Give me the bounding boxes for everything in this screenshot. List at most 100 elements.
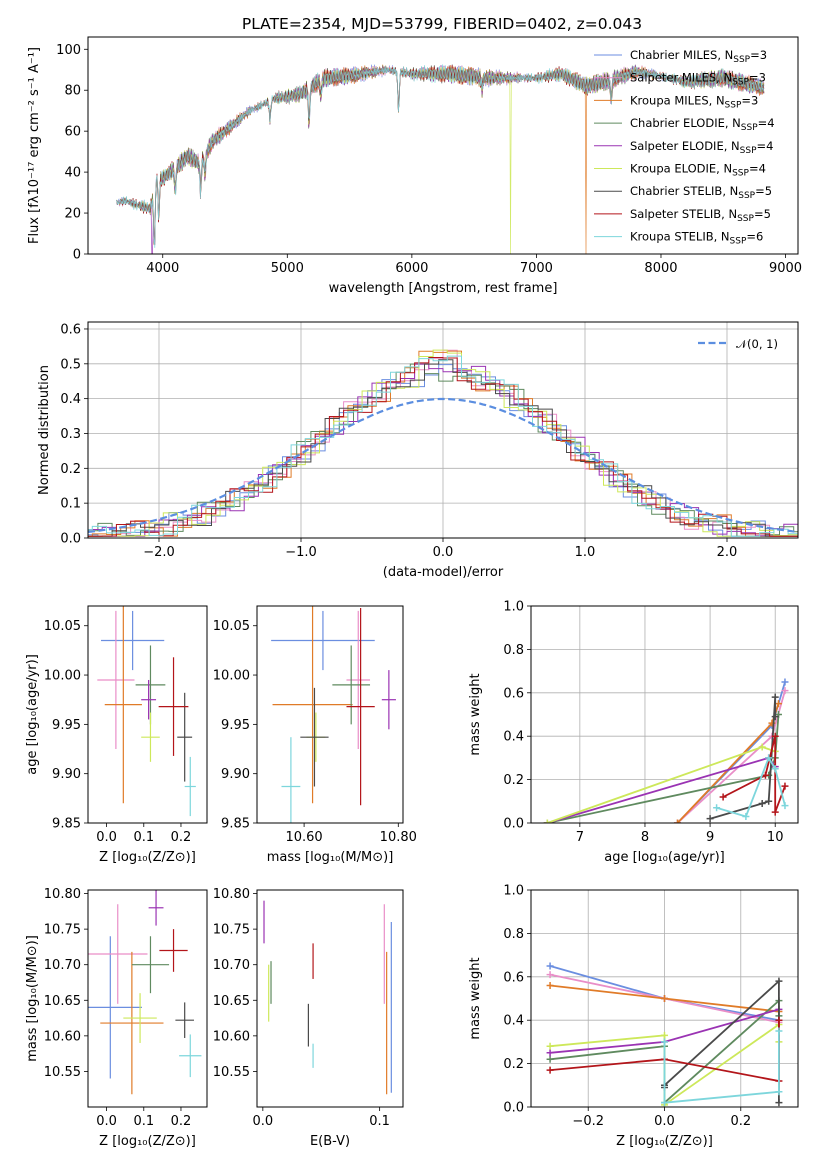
legend-suffix: =3 [749, 71, 766, 85]
mass-weight-point [661, 1099, 668, 1107]
y-tick-label: 10.00 [213, 669, 250, 684]
y-tick-label: 0.0 [503, 1101, 524, 1116]
x-tick-label: 0.1 [133, 830, 154, 845]
y-tick-label: 0.1 [60, 497, 81, 512]
y-tick-label: 0 [73, 248, 81, 263]
x-tick-label: 2.0 [717, 545, 738, 560]
axes-frame [87, 889, 208, 1108]
plot-area [116, 64, 765, 254]
y-axis-label: mass weight [468, 957, 483, 1039]
y-tick-label: 10.70 [213, 958, 250, 973]
x-tick-label: 0.0 [654, 1114, 675, 1129]
axes-frame [530, 605, 799, 824]
mass-weight-point [781, 687, 789, 695]
y-tick-label: 0.8 [503, 643, 524, 658]
x-tick-label: 4000 [146, 261, 179, 276]
legend-suffix: =4 [757, 139, 774, 153]
legend-label: Salpeter ELODIE, NSSP=4 [630, 139, 773, 156]
legend-label: Salpeter STELIB, NSSP=5 [630, 207, 771, 224]
plot-area [543, 678, 789, 823]
mass-weight-point [758, 743, 766, 751]
axes-frame [87, 605, 208, 824]
y-tick-label: 10.55 [44, 1065, 81, 1080]
legend-subscript: SSP [740, 146, 757, 156]
figure-title: PLATE=2354, MJD=53799, FIBERID=0402, z=0… [242, 15, 642, 33]
panel-mass-weight-vs-age: 7 8 9 10 0.0 0.2 0.4 0.6 0.8 1.0 age [log₁₀(age/yr… [468, 600, 799, 865]
legend-suffix: =4 [749, 162, 766, 176]
x-tick-label: 8000 [644, 261, 677, 276]
y-tick-label: 0.3 [60, 427, 81, 442]
x-axis-label: age [log₁₀(age/yr)] [604, 850, 725, 865]
mass-weight-point [781, 678, 789, 686]
y-axis-label: mass weight [468, 673, 483, 755]
x-tick-label: 10 [767, 830, 784, 845]
legend-subscript: SSP [738, 191, 755, 201]
plot-area [88, 890, 202, 1095]
y-tick-label: 60 [64, 125, 81, 140]
plot-area [271, 606, 396, 823]
x-tick-label: 0.2 [171, 830, 192, 845]
mass-weight-point [775, 1088, 783, 1096]
y-tick-label: 0.4 [503, 730, 524, 745]
y-tick-label: 0.5 [60, 357, 81, 372]
panel-age-vs-Z: 0.0 0.1 0.2 9.85 9.90 9.95 10.00 10.05 Z [log₁₀(… [25, 605, 208, 865]
y-tick-label: 0.6 [503, 686, 524, 701]
x-axis-label: Z [log₁₀(Z/Z⊙)] [99, 1134, 196, 1149]
y-tick-label: 10.65 [44, 994, 81, 1009]
x-axis-label: (data-model)/error [383, 565, 504, 580]
y-tick-label: 9.85 [221, 817, 250, 832]
x-tick-label: 6000 [395, 261, 428, 276]
legend-subscript: SSP [732, 78, 749, 88]
y-tick-label: 0.2 [503, 773, 524, 788]
plot-area [263, 900, 392, 1095]
x-tick-label: 7 [576, 830, 584, 845]
x-axis-label: Z [log₁₀(Z/Z⊙)] [99, 850, 196, 865]
mass-weight-point [781, 782, 789, 790]
panel-mass-vs-Z: 0.0 0.1 0.2 10.55 10.60 10.65 10.70 10.75 10.80 Z… [25, 887, 208, 1149]
x-tick-label: 0.0 [96, 830, 117, 845]
legend-label: Kroupa ELODIE, NSSP=4 [630, 162, 766, 179]
mass-weight-point [775, 977, 783, 985]
y-tick-label: 0.4 [60, 392, 81, 407]
y-tick-label: 10.60 [213, 1029, 250, 1044]
mass-weight-point [546, 962, 554, 970]
mass-weight-point [771, 732, 779, 740]
y-tick-label: 10.80 [213, 887, 250, 902]
y-tick-label: 9.95 [221, 718, 250, 733]
legend-label: 𝒩(0, 1) [736, 337, 778, 351]
x-axis-label: Z [log₁₀(Z/Z⊙)] [616, 1134, 713, 1149]
mass-weight-point [661, 1038, 668, 1046]
x-axis-label: mass [log₁₀(M/M⊙)] [267, 850, 394, 865]
y-tick-label: 1.0 [503, 600, 524, 615]
x-tick-label: 0.0 [252, 1114, 273, 1129]
mass-weight-point [775, 1016, 783, 1024]
x-tick-label: 7000 [520, 261, 553, 276]
axes-frame [87, 36, 799, 255]
histogram-step-line [88, 357, 798, 537]
x-tick-label: 10.60 [285, 830, 322, 845]
mass-weight-point [765, 754, 773, 762]
legend-suffix: =3 [750, 48, 767, 62]
y-tick-label: 0.2 [503, 1057, 524, 1072]
axes-frame [256, 889, 404, 1108]
mass-weight-point [546, 1055, 554, 1063]
legend-suffix: =6 [746, 230, 763, 244]
mass-weight-point [713, 804, 721, 812]
spectrum-series-line [116, 64, 765, 248]
mass-weight-point [771, 808, 779, 816]
legend-label: Chabrier MILES, NSSP=3 [630, 48, 767, 65]
y-tick-label: 10.75 [44, 923, 81, 938]
legend-suffix: =5 [755, 184, 772, 198]
y-tick-label: 20 [64, 207, 81, 222]
y-tick-label: 0.0 [503, 817, 524, 832]
histogram-step-line [88, 363, 798, 537]
y-tick-label: 0.0 [60, 532, 81, 547]
mass-weight-series-line [663, 1031, 780, 1104]
x-tick-label: 0.2 [171, 1114, 192, 1129]
panel-mass-weight-vs-Z: −0.2 0.0 0.2 0.0 0.2 0.4 0.6 0.8 1.0 Z [log₁₀(Z/Z… [468, 884, 799, 1149]
x-tick-label: 0.0 [96, 1114, 117, 1129]
x-tick-label: 10.80 [380, 830, 417, 845]
y-tick-label: 0.8 [503, 927, 524, 942]
x-tick-label: −2.0 [143, 545, 175, 560]
y-tick-label: 10.55 [213, 1065, 250, 1080]
